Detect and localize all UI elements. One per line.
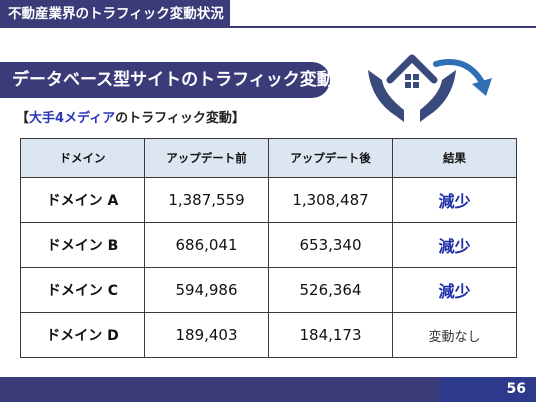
before-cell: 189,403 <box>144 312 269 358</box>
domain-cell: ドメイン B <box>20 222 145 268</box>
domain-cell: ドメイン D <box>20 312 145 358</box>
house-in-hands-icon <box>368 54 492 122</box>
after-cell: 526,364 <box>268 267 393 313</box>
caption-accent: 大手4メディア <box>29 111 116 126</box>
column-header-after: アップデート後 <box>268 138 393 178</box>
table-caption: 【大手4メディアのトラフィック変動】 <box>16 107 245 126</box>
table-row: ドメイン C 594,986 526,364 減少 <box>20 267 517 313</box>
after-cell: 653,340 <box>268 222 393 268</box>
result-cell: 変動なし <box>392 312 517 358</box>
domain-cell: ドメイン A <box>20 177 145 223</box>
before-cell: 686,041 <box>144 222 269 268</box>
bottom-bar: 56 <box>0 377 536 402</box>
before-cell: 594,986 <box>144 267 269 313</box>
top-rule <box>230 26 536 28</box>
caption-bracket-open: 【 <box>16 111 30 126</box>
column-header-before: アップデート前 <box>144 138 269 178</box>
domain-cell: ドメイン C <box>20 267 145 313</box>
column-header-result: 結果 <box>392 138 517 178</box>
section-heading: データベース型サイトのトラフィック変動 <box>0 62 334 98</box>
table-row: ドメイン B 686,041 653,340 減少 <box>20 222 517 268</box>
result-cell: 減少 <box>392 267 517 313</box>
top-bar: 不動産業界のトラフィック変動状況 <box>0 0 536 28</box>
after-cell: 1,308,487 <box>268 177 393 223</box>
caption-rest: のトラフィック変動】 <box>115 111 245 126</box>
slide-title: 不動産業界のトラフィック変動状況 <box>0 0 230 28</box>
traffic-table: ドメイン アップデート前 アップデート後 結果 ドメイン A 1,387,559… <box>20 138 517 358</box>
table-header-row: ドメイン アップデート前 アップデート後 結果 <box>20 138 517 178</box>
result-cell: 減少 <box>392 222 517 268</box>
table-row: ドメイン A 1,387,559 1,308,487 減少 <box>20 177 517 223</box>
after-cell: 184,173 <box>268 312 393 358</box>
table-row: ドメイン D 189,403 184,173 変動なし <box>20 312 517 358</box>
before-cell: 1,387,559 <box>144 177 269 223</box>
column-header-domain: ドメイン <box>20 138 145 178</box>
page-number: 56 <box>440 377 536 402</box>
result-cell: 減少 <box>392 177 517 223</box>
